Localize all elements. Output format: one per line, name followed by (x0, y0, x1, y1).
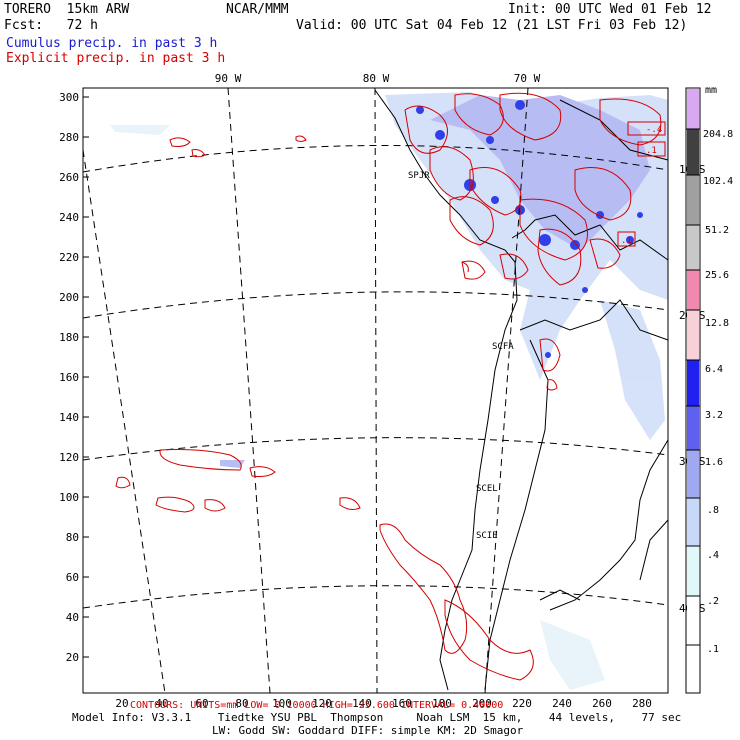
x-tick-label: 100 (272, 697, 292, 710)
organization: NCAR/MMM (226, 2, 289, 17)
legend-level: 1.6 (705, 457, 723, 468)
legend-swatch (687, 175, 699, 225)
explicit-legend-label: Explicit precip. in past 3 h (6, 51, 226, 66)
explicit-contours (115, 92, 666, 681)
lon-label: 80 W (363, 72, 390, 85)
legend-swatch (687, 546, 699, 596)
x-tick-labels: 20 40 60 80 100 120 140 160 180 200 220 … (115, 697, 652, 710)
x-tick-label: 60 (195, 697, 208, 710)
y-tick-label: 200 (59, 291, 79, 304)
x-tick-label: 80 (235, 697, 248, 710)
model-info-line-2: LW: Godd SW: Goddard DIFF: simple KM: 2D… (212, 724, 524, 737)
legend-level: 25.6 (705, 270, 729, 281)
y-tick-label: 60 (66, 571, 79, 584)
y-tick-label: 20 (66, 651, 79, 664)
y-tick-label: 180 (59, 331, 79, 344)
x-tick-label: 140 (352, 697, 372, 710)
precip-color-legend: mm 204.8 102.4 51.2 25.6 12.8 6.4 3.2 1.… (685, 85, 733, 694)
legend-level: .2 (707, 596, 719, 607)
box-value: .1 (646, 146, 657, 156)
legend-swatch (687, 225, 699, 270)
legend-level: .1 (707, 644, 719, 655)
x-tick-label: 20 (115, 697, 128, 710)
init-time: Init: 00 UTC Wed 01 Feb 12 (508, 2, 712, 17)
legend-level: 51.2 (705, 225, 729, 236)
x-tick-label: 220 (512, 697, 532, 710)
station-label: SCFA (492, 342, 514, 352)
x-tick-label: 260 (592, 697, 612, 710)
legend-swatch (687, 450, 699, 498)
x-tick-label: 160 (392, 697, 412, 710)
station-label: SCIE (476, 531, 498, 541)
forecast-hour: Fcst: 72 h (4, 18, 98, 33)
box-value-labels: -.4 .1 .1 (621, 125, 662, 246)
axis-ticks (83, 96, 89, 658)
lon-label: 90 W (215, 72, 242, 85)
x-tick-label: 200 (472, 697, 492, 710)
legend-swatch (687, 360, 699, 406)
legend-level: 204.8 (703, 129, 733, 140)
legend-level: 102.4 (703, 176, 733, 187)
x-tick-label: 240 (552, 697, 572, 710)
y-tick-label: 40 (66, 611, 79, 624)
cumulus-legend-label: Cumulus precip. in past 3 h (6, 36, 218, 51)
box-value: -.4 (646, 125, 662, 135)
lon-label: 70 W (514, 72, 541, 85)
y-tick-label: 260 (59, 171, 79, 184)
legend-swatch (687, 596, 699, 692)
legend-level: .4 (707, 550, 719, 561)
legend-level: 6.4 (705, 364, 723, 375)
cumulus-shading (110, 92, 668, 690)
legend-swatch (687, 129, 699, 175)
y-tick-labels: 300 280 260 240 220 200 180 160 140 120 … (59, 91, 79, 664)
y-tick-label: 240 (59, 211, 79, 224)
coastline (374, 89, 669, 691)
graticule (82, 87, 669, 694)
legend-swatch (687, 310, 699, 360)
y-tick-label: 140 (59, 411, 79, 424)
legend-level: 3.2 (705, 410, 723, 421)
x-tick-label: 280 (632, 697, 652, 710)
x-tick-label: 40 (155, 697, 168, 710)
legend-swatch (687, 89, 699, 129)
station-label: SCEL (476, 484, 498, 494)
y-tick-label: 160 (59, 371, 79, 384)
legend-swatch (687, 406, 699, 450)
y-tick-label: 80 (66, 531, 79, 544)
contour-info: CONTOURS: UNITS=mm LOW= 0.10000 HIGH= 25… (130, 700, 503, 711)
model-name: TORERO 15km ARW (4, 2, 130, 17)
y-tick-label: 280 (59, 131, 79, 144)
station-labels: SPJR SCFA SCEL SCIE (408, 171, 514, 541)
y-tick-label: 220 (59, 251, 79, 264)
valid-time: Valid: 00 UTC Sat 04 Feb 12 (21 LST Fri … (296, 18, 688, 33)
box-value: .1 (621, 236, 632, 246)
legend-unit: mm (705, 85, 717, 96)
y-tick-label: 120 (59, 451, 79, 464)
legend-swatch (687, 498, 699, 546)
y-tick-label: 300 (59, 91, 79, 104)
legend-swatch (687, 270, 699, 310)
x-tick-label: 180 (432, 697, 452, 710)
longitude-labels: 90 W 80 W 70 W (215, 72, 541, 85)
model-info-line-1: Model Info: V3.3.1 Tiedtke YSU PBL Thomp… (72, 711, 682, 724)
legend-level: 12.8 (705, 318, 729, 329)
station-label: SPJR (408, 171, 430, 181)
legend-level: .8 (707, 505, 719, 516)
x-tick-label: 120 (312, 697, 332, 710)
y-tick-label: 100 (59, 491, 79, 504)
